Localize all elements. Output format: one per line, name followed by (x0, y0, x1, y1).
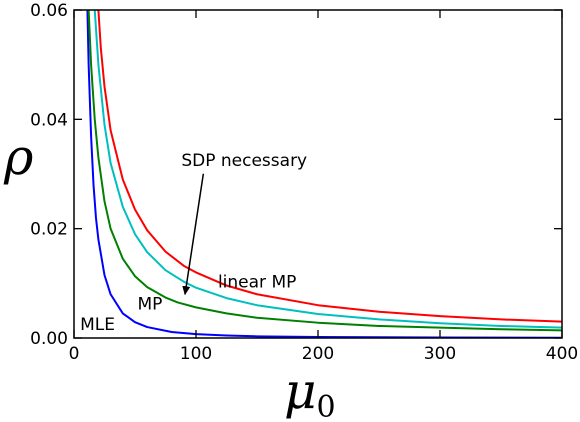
y-tick-label: 0.02 (30, 220, 68, 240)
y-tick-label: 0.04 (30, 110, 68, 130)
annotation-arrow (182, 173, 205, 296)
y-axis-label: ρ (3, 128, 34, 186)
plot-frame (73, 9, 563, 339)
series-line-mp (87, 10, 562, 332)
x-axis-label: μ0 (284, 362, 336, 422)
y-tick-label: 0.06 (30, 1, 68, 21)
curves-layer (86, 10, 562, 338)
x-axis-label-main: μ (284, 362, 317, 420)
annotation-linear-mp: linear MP (218, 273, 296, 293)
annotation-sdp-necessary: SDP necessary (181, 151, 307, 171)
ticks-layer: 0 100 200 300 400 0.00 0.02 0.04 0.06 (30, 1, 578, 364)
annotations-layer: MLE MP linear MP SDP necessary (80, 151, 307, 335)
series-line-sdp-necessary (93, 10, 562, 329)
series-line-mle (86, 10, 562, 338)
x-tick-label: 300 (424, 344, 456, 364)
x-tick-label: 200 (302, 344, 334, 364)
annotation-mle: MLE (80, 315, 115, 335)
annotation-mp: MP (137, 295, 162, 315)
x-tick-label: 0 (69, 344, 80, 364)
x-tick-label: 400 (546, 344, 578, 364)
x-tick-label: 100 (180, 344, 212, 364)
x-axis-label-sub: 0 (317, 390, 336, 422)
y-tick-label: 0.00 (30, 329, 68, 349)
series-line-linear-mp (97, 10, 562, 323)
